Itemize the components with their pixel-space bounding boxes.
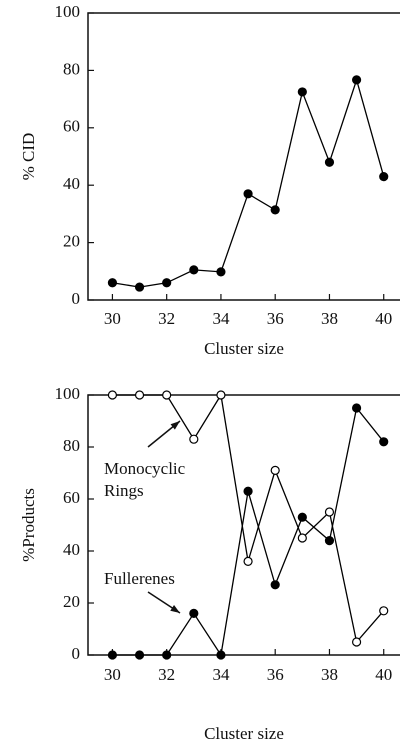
annotation: Rings — [104, 481, 144, 500]
data-point — [379, 437, 389, 447]
annotation: Fullerenes — [104, 569, 175, 588]
x-tick-label: 30 — [104, 309, 121, 328]
data-point — [379, 171, 389, 182]
data-point — [379, 606, 389, 616]
data-point — [216, 390, 226, 400]
data-point — [270, 465, 280, 475]
y-tick-label: 100 — [55, 2, 81, 21]
data-point — [243, 486, 253, 496]
data-point — [216, 650, 226, 660]
data-point — [351, 75, 362, 85]
data-point — [162, 390, 172, 400]
x-tick-label: 34 — [212, 665, 230, 684]
y-tick-label: 40 — [63, 174, 80, 193]
data-point — [324, 157, 335, 167]
y-tick-label: 20 — [63, 592, 80, 611]
series-line — [112, 393, 385, 644]
y-tick-label: 0 — [72, 644, 81, 663]
y-tick-label: 80 — [63, 59, 80, 78]
data-point — [189, 608, 199, 619]
data-point — [216, 267, 226, 277]
x-tick-label: 36 — [267, 309, 284, 328]
data-point — [107, 278, 118, 288]
y-tick-label: 60 — [63, 488, 80, 507]
axes — [87, 394, 400, 656]
y-tick-label: 60 — [63, 117, 80, 136]
data-point — [297, 512, 307, 522]
y-tick-label: 20 — [63, 232, 80, 251]
data-point — [134, 650, 145, 660]
x-tick-label: 32 — [158, 665, 175, 684]
y-tick-label: 0 — [72, 289, 81, 308]
y-axis-title: %Products — [19, 488, 38, 562]
data-point — [189, 434, 199, 444]
y-axis-title: % CID — [19, 133, 38, 181]
data-point — [107, 650, 118, 660]
y-tick-label: 40 — [63, 540, 80, 559]
data-point — [270, 580, 280, 590]
data-point — [134, 390, 145, 400]
x-tick-label: 38 — [321, 309, 338, 328]
arrow-head — [170, 604, 180, 613]
data-point — [189, 265, 199, 275]
arrow-head — [170, 421, 180, 430]
x-tick-label: 30 — [104, 665, 121, 684]
data-point — [351, 403, 362, 413]
series-line — [112, 406, 385, 657]
data-point — [324, 507, 335, 517]
x-tick-label: 40 — [375, 309, 392, 328]
x-tick-label: 40 — [375, 665, 392, 684]
data-point — [297, 87, 307, 97]
y-tick-label: 100 — [55, 384, 81, 403]
x-tick-label: 32 — [158, 309, 175, 328]
x-tick-label: 34 — [212, 309, 230, 328]
data-point — [243, 189, 253, 199]
data-point — [162, 278, 172, 288]
x-tick-label: 38 — [321, 665, 338, 684]
x-axis-title: Cluster size — [204, 724, 284, 743]
y-tick-label: 80 — [63, 436, 80, 455]
data-point — [297, 533, 307, 543]
data-point — [243, 556, 253, 567]
data-point — [134, 282, 145, 292]
annotation: Monocyclic — [104, 459, 186, 478]
data-point — [351, 637, 362, 647]
data-point — [162, 650, 172, 660]
x-axis-title: Cluster size — [204, 339, 284, 358]
data-point — [324, 535, 335, 546]
data-point — [107, 390, 118, 400]
x-tick-label: 36 — [267, 665, 284, 684]
data-point — [270, 205, 280, 215]
series-line — [112, 77, 385, 288]
axes — [87, 12, 400, 301]
